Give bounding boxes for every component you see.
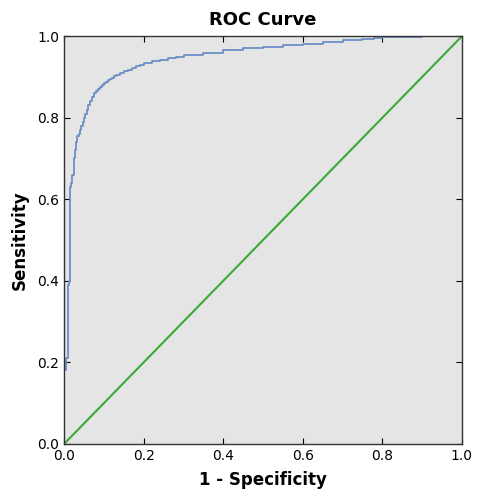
Y-axis label: Sensitivity: Sensitivity [11, 190, 29, 290]
Title: ROC Curve: ROC Curve [210, 11, 317, 29]
X-axis label: 1 - Specificity: 1 - Specificity [199, 471, 327, 489]
